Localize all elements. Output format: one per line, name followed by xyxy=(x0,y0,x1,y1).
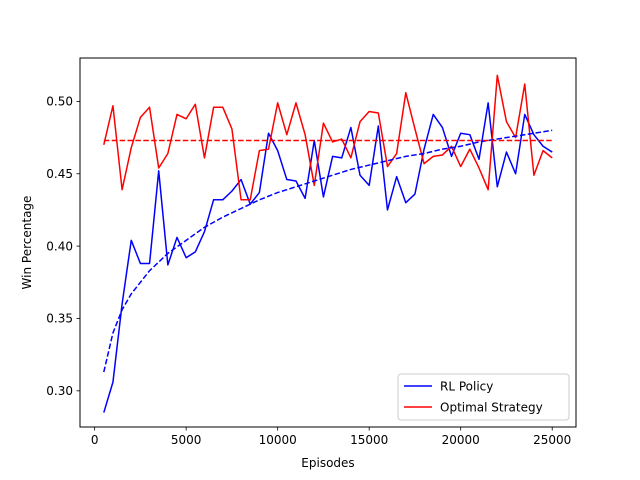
x-axis-ticks: 0 5000 10000 15000 20000 25000 xyxy=(91,427,571,447)
y-tick-label: 0.30 xyxy=(46,384,73,398)
x-tick-label: 5000 xyxy=(171,433,202,447)
y-tick-label: 0.50 xyxy=(46,95,73,109)
x-tick-label: 15000 xyxy=(350,433,388,447)
x-tick-label: 10000 xyxy=(259,433,297,447)
y-axis-label: Win Percentage xyxy=(20,196,34,290)
x-axis-label: Episodes xyxy=(301,456,354,470)
series-layer xyxy=(103,74,553,413)
legend-box xyxy=(397,373,570,421)
legend-label-rl-policy: RL Policy xyxy=(440,379,493,393)
y-axis-ticks: 0.30 0.35 0.40 0.45 0.50 xyxy=(46,95,80,398)
legend-label-optimal-strategy: Optimal Strategy xyxy=(440,400,543,414)
y-tick-label: 0.40 xyxy=(46,239,73,253)
x-tick-label: 25000 xyxy=(533,433,571,447)
series-2-trend-dashed-line xyxy=(103,129,553,373)
x-tick-label: 20000 xyxy=(442,433,480,447)
series-1-optimal-strategy-solid-line xyxy=(103,74,553,201)
y-tick-label: 0.45 xyxy=(46,167,73,181)
legend: RL Policy Optimal Strategy xyxy=(397,373,570,421)
y-tick-label: 0.35 xyxy=(46,312,73,326)
x-tick-label: 0 xyxy=(91,433,99,447)
plot-frame xyxy=(79,57,577,428)
